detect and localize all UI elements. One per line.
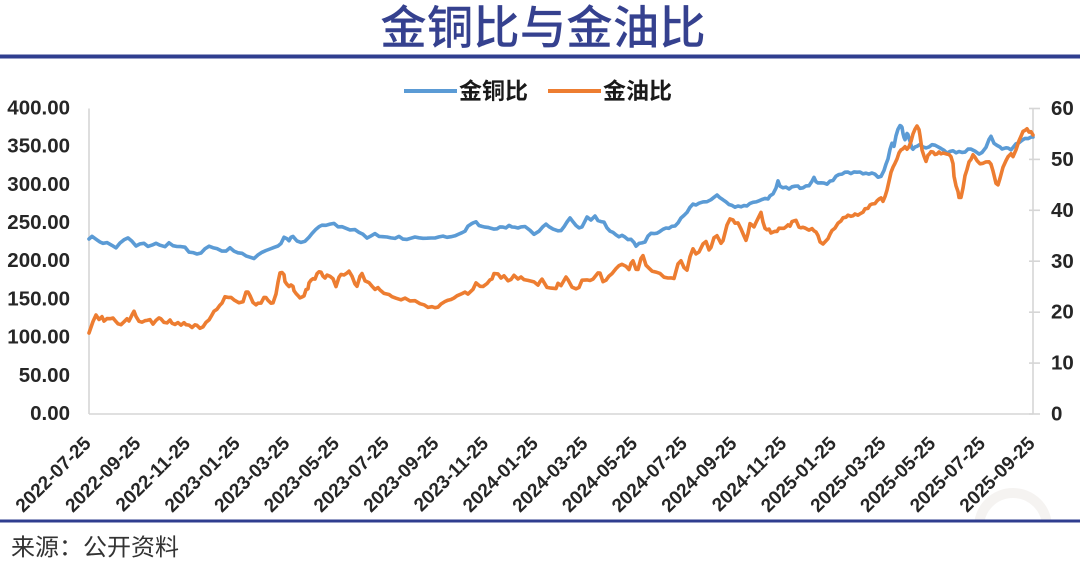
- svg-text:400.00: 400.00: [7, 97, 70, 120]
- svg-text:60: 60: [1051, 97, 1074, 120]
- svg-text:40: 40: [1051, 199, 1074, 222]
- svg-text:30: 30: [1051, 250, 1074, 273]
- svg-text:20: 20: [1051, 301, 1074, 324]
- svg-text:100.00: 100.00: [7, 326, 70, 349]
- svg-text:200.00: 200.00: [7, 249, 70, 272]
- svg-text:0: 0: [1051, 403, 1062, 426]
- svg-text:10: 10: [1051, 352, 1074, 375]
- svg-text:350.00: 350.00: [7, 135, 70, 158]
- svg-text:250.00: 250.00: [7, 211, 70, 234]
- svg-text:50.00: 50.00: [19, 364, 70, 387]
- svg-text:50: 50: [1051, 148, 1074, 171]
- svg-text:150.00: 150.00: [7, 287, 70, 310]
- svg-text:0.00: 0.00: [30, 402, 70, 425]
- svg-text:300.00: 300.00: [7, 173, 70, 196]
